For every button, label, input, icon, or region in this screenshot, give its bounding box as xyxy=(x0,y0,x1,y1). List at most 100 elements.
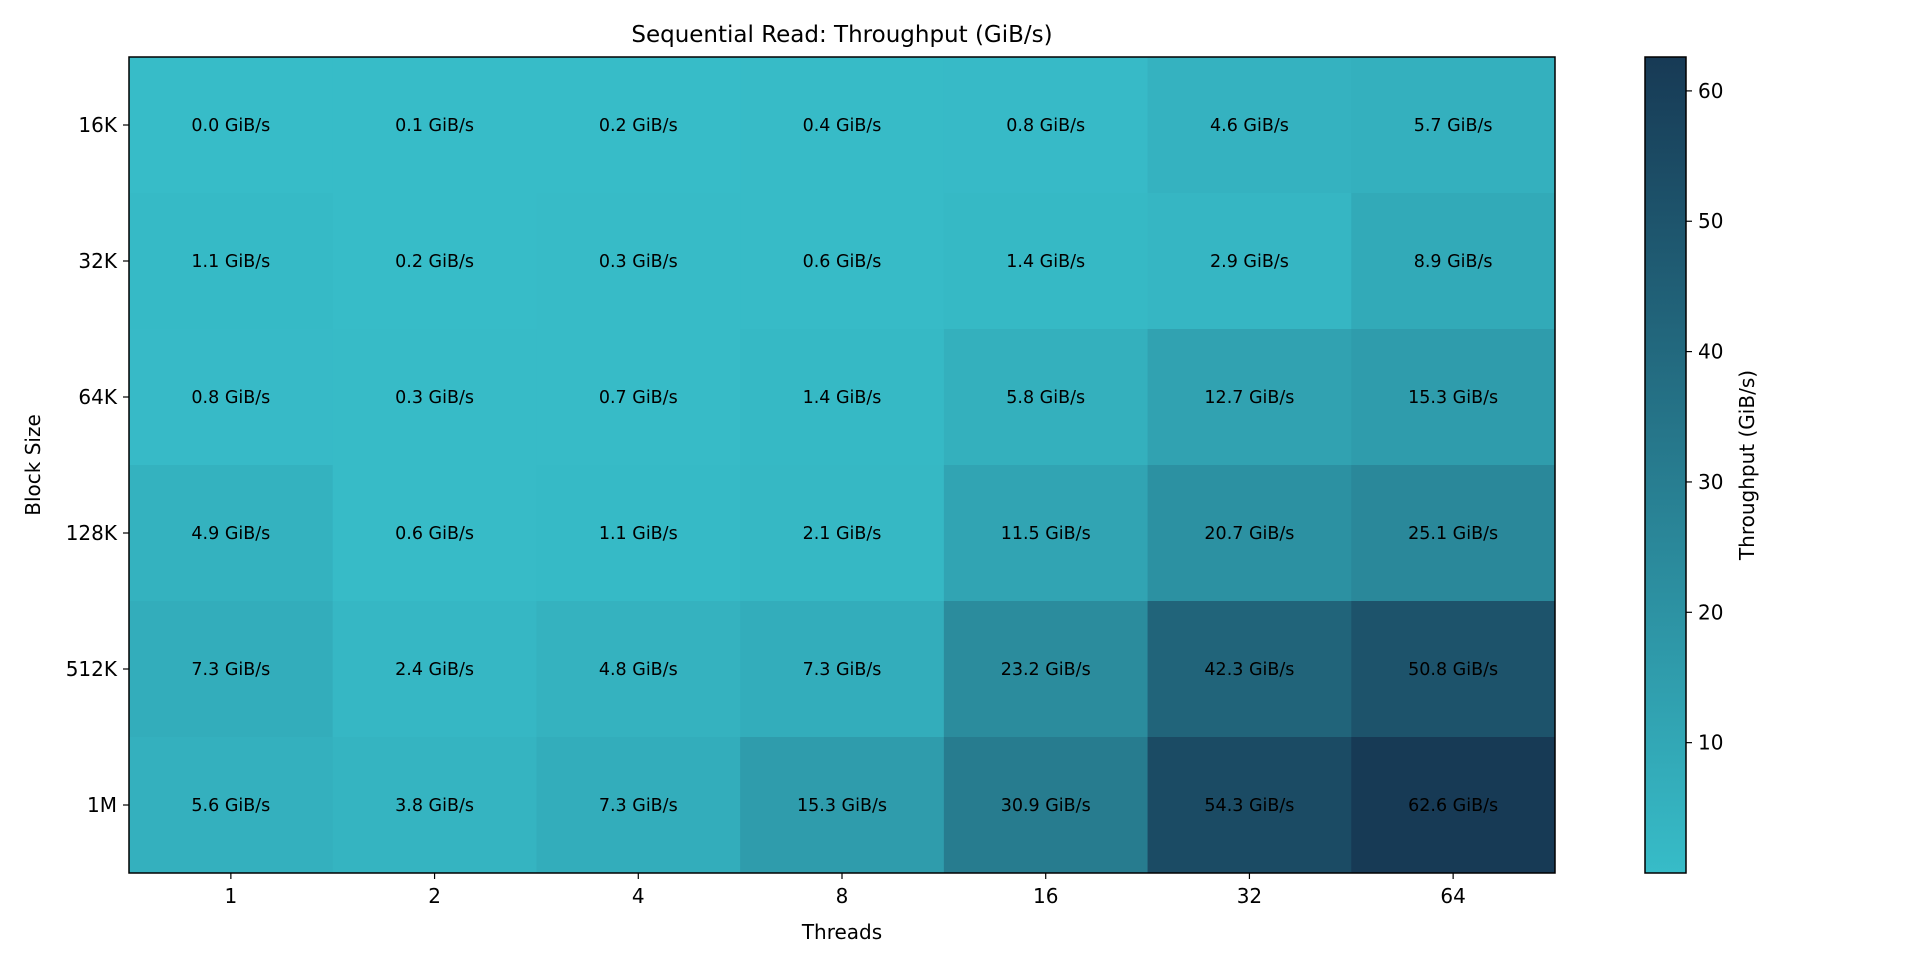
cell-value-label: 0.3 GiB/s xyxy=(599,252,678,272)
y-tick-label: 512K xyxy=(66,657,118,681)
x-tick-label: 4 xyxy=(632,884,645,908)
heatmap-cell xyxy=(129,57,334,194)
heatmap-cell xyxy=(536,57,741,194)
y-tick-label: 128K xyxy=(66,521,118,545)
cell-value-label: 20.7 GiB/s xyxy=(1204,524,1294,544)
heatmap-cell xyxy=(1351,57,1556,194)
heatmap-cell xyxy=(943,329,1149,466)
heatmap-cell xyxy=(536,329,741,466)
chart-title: Sequential Read: Throughput (GiB/s) xyxy=(631,22,1052,48)
x-tick-label: 32 xyxy=(1237,884,1262,908)
cell-value-label: 5.7 GiB/s xyxy=(1414,116,1493,136)
heatmap-cell xyxy=(536,465,741,602)
cell-value-label: 8.9 GiB/s xyxy=(1414,252,1493,272)
cell-value-label: 0.4 GiB/s xyxy=(803,116,882,136)
cell-value-label: 5.6 GiB/s xyxy=(191,796,270,816)
cell-value-label: 0.2 GiB/s xyxy=(395,252,474,272)
cell-value-label: 54.3 GiB/s xyxy=(1204,796,1294,816)
heatmap-cell xyxy=(740,193,945,330)
x-tick-label: 16 xyxy=(1033,884,1058,908)
heatmap-cell xyxy=(943,57,1149,194)
cell-value-label: 7.3 GiB/s xyxy=(191,660,270,680)
heatmap-cells xyxy=(129,57,1556,874)
heatmap-cell xyxy=(332,193,537,330)
colorbar-tick-label: 20 xyxy=(1698,600,1723,624)
cell-value-label: 0.8 GiB/s xyxy=(191,388,270,408)
cell-value-label: 0.8 GiB/s xyxy=(1006,116,1085,136)
colorbar-tick-label: 10 xyxy=(1698,731,1723,755)
cell-value-label: 0.6 GiB/s xyxy=(803,252,882,272)
cell-value-label: 23.2 GiB/s xyxy=(1001,660,1091,680)
heatmap-cell xyxy=(943,601,1149,738)
heatmap-cell xyxy=(536,193,741,330)
cell-value-label: 0.0 GiB/s xyxy=(191,116,270,136)
heatmap-cell xyxy=(1147,193,1352,330)
heatmap-cell xyxy=(1351,601,1556,738)
x-tick-label: 2 xyxy=(428,884,441,908)
heatmap-cell xyxy=(1147,57,1352,194)
cell-value-label: 5.8 GiB/s xyxy=(1006,388,1085,408)
x-tick-label: 1 xyxy=(224,884,237,908)
heatmap-cell xyxy=(129,329,334,466)
y-axis-label: Block Size xyxy=(21,414,45,516)
colorbar-tick-label: 30 xyxy=(1698,470,1723,494)
heatmap-cell xyxy=(1147,601,1352,738)
cell-value-label: 62.6 GiB/s xyxy=(1408,796,1498,816)
heatmap-cell xyxy=(943,465,1149,602)
heatmap-cell xyxy=(129,737,334,874)
cell-value-label: 2.1 GiB/s xyxy=(803,524,882,544)
cell-value-label: 50.8 GiB/s xyxy=(1408,660,1498,680)
cell-value-label: 7.3 GiB/s xyxy=(803,660,882,680)
heatmap-cell xyxy=(740,465,945,602)
heatmap-cell xyxy=(1147,465,1352,602)
cell-value-label: 4.9 GiB/s xyxy=(191,524,270,544)
cell-value-label: 12.7 GiB/s xyxy=(1204,388,1294,408)
cell-value-label: 11.5 GiB/s xyxy=(1001,524,1091,544)
heatmap-cell-labels: 0.0 GiB/s 0.1 GiB/s 0.2 GiB/s 0.4 GiB/s 0.8 … xyxy=(191,116,1498,816)
cell-value-label: 0.2 GiB/s xyxy=(599,116,678,136)
x-tick-label: 8 xyxy=(836,884,849,908)
cell-value-label: 15.3 GiB/s xyxy=(1408,388,1498,408)
cell-value-label: 2.4 GiB/s xyxy=(395,660,474,680)
y-axis-ticks: 16K 32K 64K 128K 512K 1M xyxy=(66,113,129,817)
y-tick-label: 16K xyxy=(78,113,117,137)
x-tick-label: 64 xyxy=(1440,884,1465,908)
heatmap-cell xyxy=(332,329,537,466)
cell-value-label: 0.7 GiB/s xyxy=(599,388,678,408)
y-tick-label: 1M xyxy=(87,793,117,817)
heatmap-cell xyxy=(129,193,334,330)
heatmap-cell xyxy=(129,465,334,602)
cell-value-label: 1.1 GiB/s xyxy=(599,524,678,544)
heatmap-cell xyxy=(1351,193,1556,330)
heatmap-cell xyxy=(536,737,741,874)
colorbar-ticks: 10 20 30 40 50 60 xyxy=(1686,79,1723,755)
heatmap-cell xyxy=(536,601,741,738)
heatmap-cell xyxy=(740,57,945,194)
cell-value-label: 1.4 GiB/s xyxy=(1006,252,1085,272)
heatmap-cell xyxy=(1147,329,1352,466)
cell-value-label: 1.1 GiB/s xyxy=(191,252,270,272)
cell-value-label: 0.6 GiB/s xyxy=(395,524,474,544)
cell-value-label: 15.3 GiB/s xyxy=(797,796,887,816)
heatmap-cell xyxy=(740,601,945,738)
y-tick-label: 32K xyxy=(78,249,117,273)
heatmap-cell xyxy=(740,329,945,466)
colorbar-tick-label: 40 xyxy=(1698,340,1723,364)
heatmap-cell xyxy=(332,601,537,738)
colorbar-tick-label: 60 xyxy=(1698,79,1723,103)
colorbar-label: Throughput (GiB/s) xyxy=(1735,370,1759,561)
heatmap-cell xyxy=(129,601,334,738)
heatmap-cell xyxy=(332,57,537,194)
heatmap-cell xyxy=(1351,737,1556,874)
heatmap-cell xyxy=(332,465,537,602)
cell-value-label: 42.3 GiB/s xyxy=(1204,660,1294,680)
cell-value-label: 3.8 GiB/s xyxy=(395,796,474,816)
cell-value-label: 0.3 GiB/s xyxy=(395,388,474,408)
cell-value-label: 0.1 GiB/s xyxy=(395,116,474,136)
heatmap-cell xyxy=(1351,465,1556,602)
heatmap-cell xyxy=(332,737,537,874)
cell-value-label: 7.3 GiB/s xyxy=(599,796,678,816)
heatmap-cell xyxy=(943,193,1149,330)
cell-value-label: 4.6 GiB/s xyxy=(1210,116,1289,136)
